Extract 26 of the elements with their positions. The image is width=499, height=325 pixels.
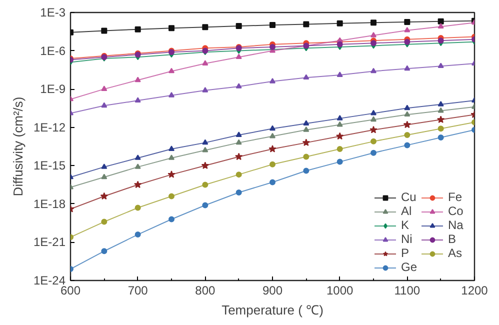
legend-label: As: [448, 246, 464, 260]
legend-label: B: [448, 232, 458, 246]
y-axis-title: Diffusivity (cm²/s): [10, 96, 26, 196]
x-tick-label: 800: [195, 284, 216, 298]
y-tick-label: 1E-21: [33, 235, 66, 250]
x-tick-label: 1000: [326, 284, 354, 298]
legend-label: Ge: [401, 260, 418, 274]
x-tick-label: 700: [128, 284, 148, 298]
y-tick-label: 1E-15: [33, 158, 66, 173]
x-tick-label: 1200: [461, 284, 488, 298]
legend-label: Co: [448, 204, 464, 218]
y-tick-label: 1E-12: [33, 120, 66, 134]
legend-label: K: [401, 218, 410, 232]
legend-label: P: [401, 246, 410, 260]
legend-label: Cu: [401, 190, 418, 204]
legend-label: Ni: [401, 232, 414, 246]
y-tick-label: 1E-18: [33, 196, 66, 211]
x-axis-title: Temperature ( ℃): [222, 302, 324, 318]
y-tick-label: 1E-6: [40, 44, 66, 58]
x-tick-label: 900: [262, 284, 283, 298]
legend-label: Na: [448, 218, 464, 232]
legend-label: Al: [401, 204, 413, 218]
y-tick-label: 1E-3: [40, 6, 66, 20]
x-tick-label: 1100: [394, 284, 420, 298]
y-tick-label: 1E-9: [40, 82, 66, 96]
legend-label: Fe: [448, 190, 464, 204]
